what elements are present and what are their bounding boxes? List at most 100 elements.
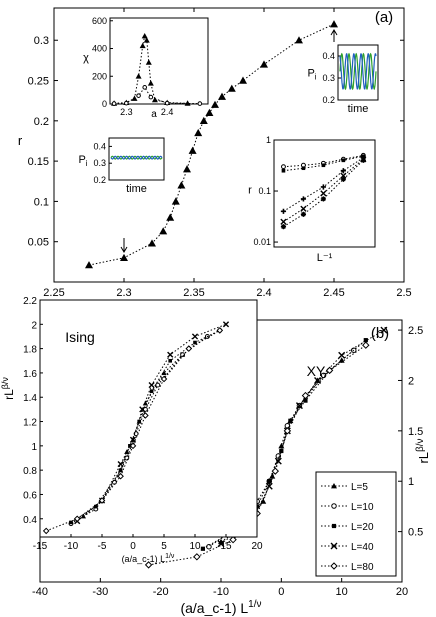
inset-loglog-point xyxy=(360,157,366,163)
panel-a-point xyxy=(159,227,168,235)
legend-entry-label: L=80 xyxy=(351,562,374,573)
inset-ising-ylabel: rLβ/ν xyxy=(0,377,16,400)
inset-chi-xlabel: a xyxy=(151,109,157,120)
panel-a-ytick-label: 0.2 xyxy=(34,116,49,128)
inset-ising-point xyxy=(216,327,224,334)
inset-loglog-series-line xyxy=(283,155,364,172)
inset-ising-xlabel: (a/a_c-1) L1/ν xyxy=(122,553,175,564)
panel-b-point xyxy=(274,457,282,465)
inset-ising-xtick-label: -5 xyxy=(98,541,107,552)
inset-pi-high-ytick-label: 0.3 xyxy=(322,73,335,83)
inset-loglog-point xyxy=(281,168,286,173)
inset-ising-ytick-label: 0.8 xyxy=(23,466,37,477)
panel-a-point xyxy=(205,108,214,116)
inset-chi-point xyxy=(147,80,154,86)
inset-ising-xtick-label: 15 xyxy=(220,541,232,552)
panel-b-xlabel: (a/a_c-1) L1/ν xyxy=(180,599,261,616)
inset-chi-point xyxy=(111,101,117,106)
panel-b-xlabel-sup: 1/ν xyxy=(248,599,261,610)
panel-b-point xyxy=(363,338,368,343)
inset-ising-point xyxy=(155,382,161,388)
inset-ising-ytick-label: 2.2 xyxy=(23,296,37,307)
inset-loglog-point xyxy=(300,196,307,202)
inset-loglog-point xyxy=(280,224,287,230)
panel-a-xtick-label: 2.3 xyxy=(116,287,131,299)
panel-a-point xyxy=(194,128,203,137)
inset-ising-point xyxy=(167,351,174,358)
inset-loglog-point xyxy=(301,166,306,171)
inset-loglog-ytick-label: 0.01 xyxy=(253,237,271,247)
inset-ising-point xyxy=(129,442,137,450)
panel-b-ytick-label: 0.5 xyxy=(408,527,423,539)
panel-a-ylabel: r xyxy=(18,133,23,148)
panel-a-point xyxy=(199,116,208,125)
inset-chi-point xyxy=(141,33,148,39)
inset-chi-xtick-label: 2.3 xyxy=(120,107,133,117)
panel-a-point xyxy=(177,181,186,189)
panel-b-xtick-label: 10 xyxy=(336,586,348,598)
inset-ising-point xyxy=(42,527,50,535)
panel-a-ytick-label: 0.3 xyxy=(34,35,49,47)
inset-ising-point xyxy=(129,436,137,443)
panel-b-point xyxy=(325,366,334,375)
inset-chi-ytick-label: 600 xyxy=(92,16,107,26)
panel-b-point xyxy=(380,326,388,334)
inset-pi-high-ylabel: Pi xyxy=(307,68,316,82)
inset-pi-low-ytick-label: 0.4 xyxy=(93,141,106,151)
inset-pi-high-ytick-label: 0.2 xyxy=(322,95,335,105)
panel-a-ytick-label: 0.1 xyxy=(34,196,49,208)
inset-ising-point xyxy=(180,352,186,358)
legend-entry-label: L=5 xyxy=(351,482,368,493)
panel-b-point xyxy=(295,402,303,410)
panel-a-xtick-label: 2.4 xyxy=(256,287,271,299)
panel-a-point xyxy=(85,261,93,269)
panel-a-point xyxy=(295,36,303,44)
panel-b-ytick-label: 2 xyxy=(408,375,414,387)
panel-a-point xyxy=(218,92,226,100)
panel-b-ytick-label: 2.5 xyxy=(408,325,423,337)
inset-ising-ytick-label: 2 xyxy=(31,320,37,331)
inset-loglog-point xyxy=(320,196,326,202)
inset-chi-point xyxy=(184,100,191,106)
panel-b-xtick-label: 20 xyxy=(396,586,408,598)
inset-ising-point xyxy=(185,345,193,352)
inset-ising-point xyxy=(148,381,155,389)
inset-loglog-point xyxy=(340,168,346,174)
inset-ising-xlabel-sup: 1/ν xyxy=(165,553,175,560)
arrow-low-r xyxy=(120,238,128,253)
inset-ising-xtick-label: 5 xyxy=(161,541,167,552)
inset-ising-point xyxy=(193,340,197,345)
inset-ising-series-line xyxy=(76,323,227,522)
inset-loglog-series-line xyxy=(283,154,364,168)
panel-a-label: (a) xyxy=(375,9,393,26)
panel-a-ytick-label: 0.15 xyxy=(28,156,49,168)
panel-b-point xyxy=(267,479,272,484)
inset-ising-xtick-label: 10 xyxy=(189,541,201,552)
inset-loglog-point xyxy=(341,158,346,163)
inset-ising-point xyxy=(222,321,230,328)
panel-b-point xyxy=(271,467,280,475)
panel-a-point xyxy=(188,146,197,154)
inset-ising-point xyxy=(191,333,199,340)
inset-pi-high-ytick-label: 0.4 xyxy=(322,51,335,61)
panel-b-point xyxy=(193,553,201,561)
panel-b-xtick-label: -30 xyxy=(92,586,108,598)
inset-pi-high-series-line xyxy=(339,53,377,90)
inset-ising-point xyxy=(69,520,73,525)
inset-ising-point xyxy=(118,468,123,472)
inset-ising-point xyxy=(98,497,106,504)
inset-pi-high-ylabel-sub: i xyxy=(315,73,317,82)
inset-chi-ytick-label: 400 xyxy=(92,44,107,54)
panel-a-point xyxy=(211,100,219,108)
panel-b-ylabel-sup: β/ν xyxy=(415,438,426,452)
inset-ising-ytick-label: 1.4 xyxy=(23,393,37,404)
panel-a-xtick-label: 2.45 xyxy=(323,287,344,299)
inset-chi-ytick-label: 0 xyxy=(102,99,107,109)
inset-ising-ytick-label: 1.6 xyxy=(23,369,37,380)
inset-ising-ytick-label: 1.8 xyxy=(23,345,37,356)
inset-pi-high-xlabel: time xyxy=(348,103,369,115)
inset-chi-frame xyxy=(109,17,209,105)
inset-ising-point xyxy=(142,412,149,419)
inset-pi-high-series-line xyxy=(339,52,377,91)
panel-a-ytick-label: 0.05 xyxy=(28,237,49,249)
